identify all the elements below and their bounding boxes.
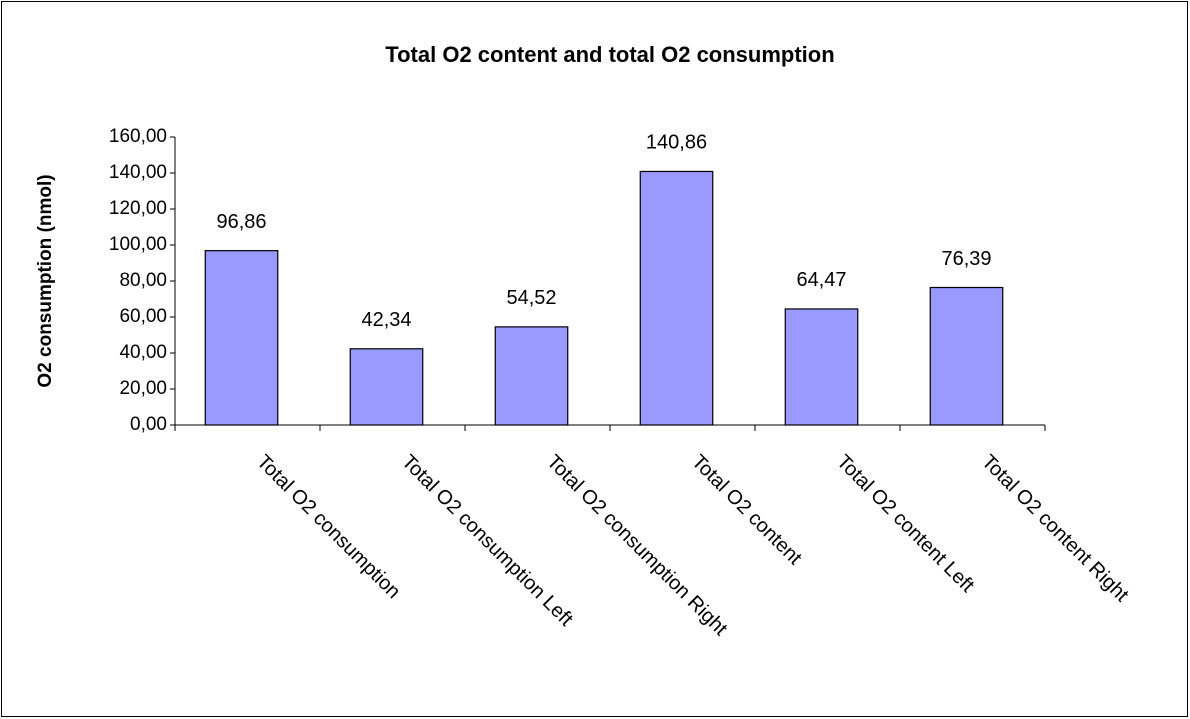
bar [929, 286, 1004, 426]
y-tick-label: 120,00 [109, 198, 167, 219]
value-label: 64,47 [796, 269, 846, 291]
value-label: 140,86 [646, 132, 707, 154]
value-label: 76,39 [941, 248, 991, 270]
bar [494, 326, 569, 426]
y-tick-label: 0,00 [130, 414, 167, 435]
chart-title: Total O2 content and total O2 consumptio… [385, 42, 834, 67]
y-tick-label: 80,00 [119, 270, 167, 291]
y-tick-label: 60,00 [119, 306, 167, 327]
value-label: 42,34 [361, 309, 411, 331]
y-tick-label: 40,00 [119, 342, 167, 363]
y-tick-label: 160,00 [109, 126, 167, 147]
y-tick-label: 100,00 [109, 234, 167, 255]
bar [349, 348, 424, 426]
value-label: 54,52 [506, 287, 556, 309]
y-tick-label: 20,00 [119, 378, 167, 399]
bar [204, 250, 279, 426]
bar [639, 170, 714, 426]
y-tick-label: 140,00 [109, 162, 167, 183]
value-label: 96,86 [216, 211, 266, 233]
bar [784, 308, 859, 426]
y-axis-label: O2 consumption (nmol) [35, 174, 56, 387]
